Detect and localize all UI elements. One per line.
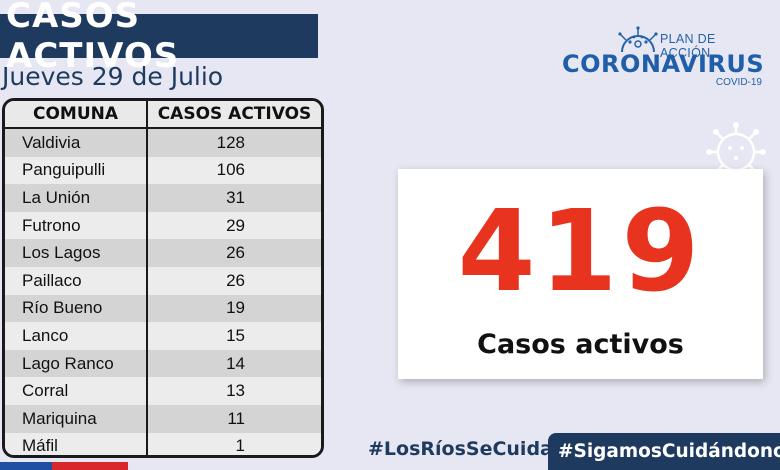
table-row: Río Bueno 19	[5, 294, 321, 323]
date-label: Jueves 29 de Julio	[2, 62, 224, 91]
hashtag-los-rios: #LosRíosSeCuida	[368, 438, 553, 460]
casos-cell: 1	[235, 436, 245, 456]
logo-sub-text: COVID-19	[715, 77, 762, 88]
table-row: Valdivia 128	[5, 129, 321, 157]
table-header: COMUNA CASOS ACTIVOS	[5, 101, 321, 129]
logo-main-text: CORONAVIRUS	[562, 50, 765, 78]
comuna-cell: Lanco	[5, 322, 148, 350]
table-row: Mariquina 11	[5, 404, 321, 433]
table-row: Los Lagos 26	[5, 239, 321, 267]
logo-plan-text: PLAN DE ACCIÓN	[660, 32, 716, 60]
comuna-cell: Futrono	[5, 211, 148, 240]
column-header-comuna: COMUNA	[5, 101, 148, 127]
table-row: Lago Ranco 14	[5, 349, 321, 378]
comuna-cell: La Unión	[5, 184, 148, 212]
total-cases-value: 419	[457, 187, 704, 317]
table-row: Panguipulli 106	[5, 156, 321, 185]
comuna-cell: Mariquina	[5, 404, 148, 433]
comuna-cell: Valdivia	[5, 129, 148, 157]
table-body: Valdivia 128 Panguipulli 106 La Unión 31 Fu…	[5, 129, 321, 456]
comuna-cell: Río Bueno	[5, 294, 148, 323]
flag-stripe-red	[52, 462, 128, 470]
comuna-cell: Máfil	[5, 432, 148, 455]
comuna-cell: Panguipulli	[5, 156, 148, 185]
casos-cell: 128	[216, 132, 245, 152]
table-row: La Unión 31	[5, 184, 321, 212]
cases-table: COMUNA CASOS ACTIVOS Valdivia 128 Panguip…	[2, 98, 324, 458]
hashtag-sigamos: #SigamosCuidándonos	[558, 441, 780, 462]
casos-cell: 15	[226, 325, 245, 345]
comuna-cell: Corral	[5, 377, 148, 405]
comuna-cell: Los Lagos	[5, 239, 148, 267]
table-row: Lanco 15	[5, 322, 321, 350]
casos-cell: 11	[227, 408, 245, 428]
table-row: Máfil 1	[5, 432, 321, 456]
casos-cell: 26	[226, 270, 245, 290]
casos-cell: 29	[226, 215, 245, 235]
total-cases-card: 419 Casos activos	[398, 169, 763, 379]
casos-cell: 19	[226, 298, 245, 318]
column-header-casos: CASOS ACTIVOS	[157, 104, 312, 124]
hashtag-banner: #SigamosCuidándonos	[548, 433, 780, 470]
page-title: CASOS ACTIVOS	[0, 0, 318, 76]
casos-cell: 106	[216, 160, 245, 180]
casos-cell: 14	[226, 353, 245, 373]
table-row: Paillaco 26	[5, 266, 321, 295]
virus-icon	[618, 26, 658, 57]
table-row: Futrono 29	[5, 211, 321, 240]
table-row: Corral 13	[5, 377, 321, 405]
casos-cell: 31	[226, 187, 245, 207]
comuna-cell: Lago Ranco	[5, 349, 148, 378]
total-cases-label: Casos activos	[477, 329, 684, 360]
casos-cell: 13	[226, 381, 245, 401]
casos-cell: 26	[226, 243, 245, 263]
comuna-cell: Paillaco	[5, 266, 148, 295]
flag-stripe-blue	[0, 462, 52, 470]
coronavirus-plan-logo: PLAN DE ACCIÓN CORONAVIRUS COVID-19	[562, 26, 766, 90]
